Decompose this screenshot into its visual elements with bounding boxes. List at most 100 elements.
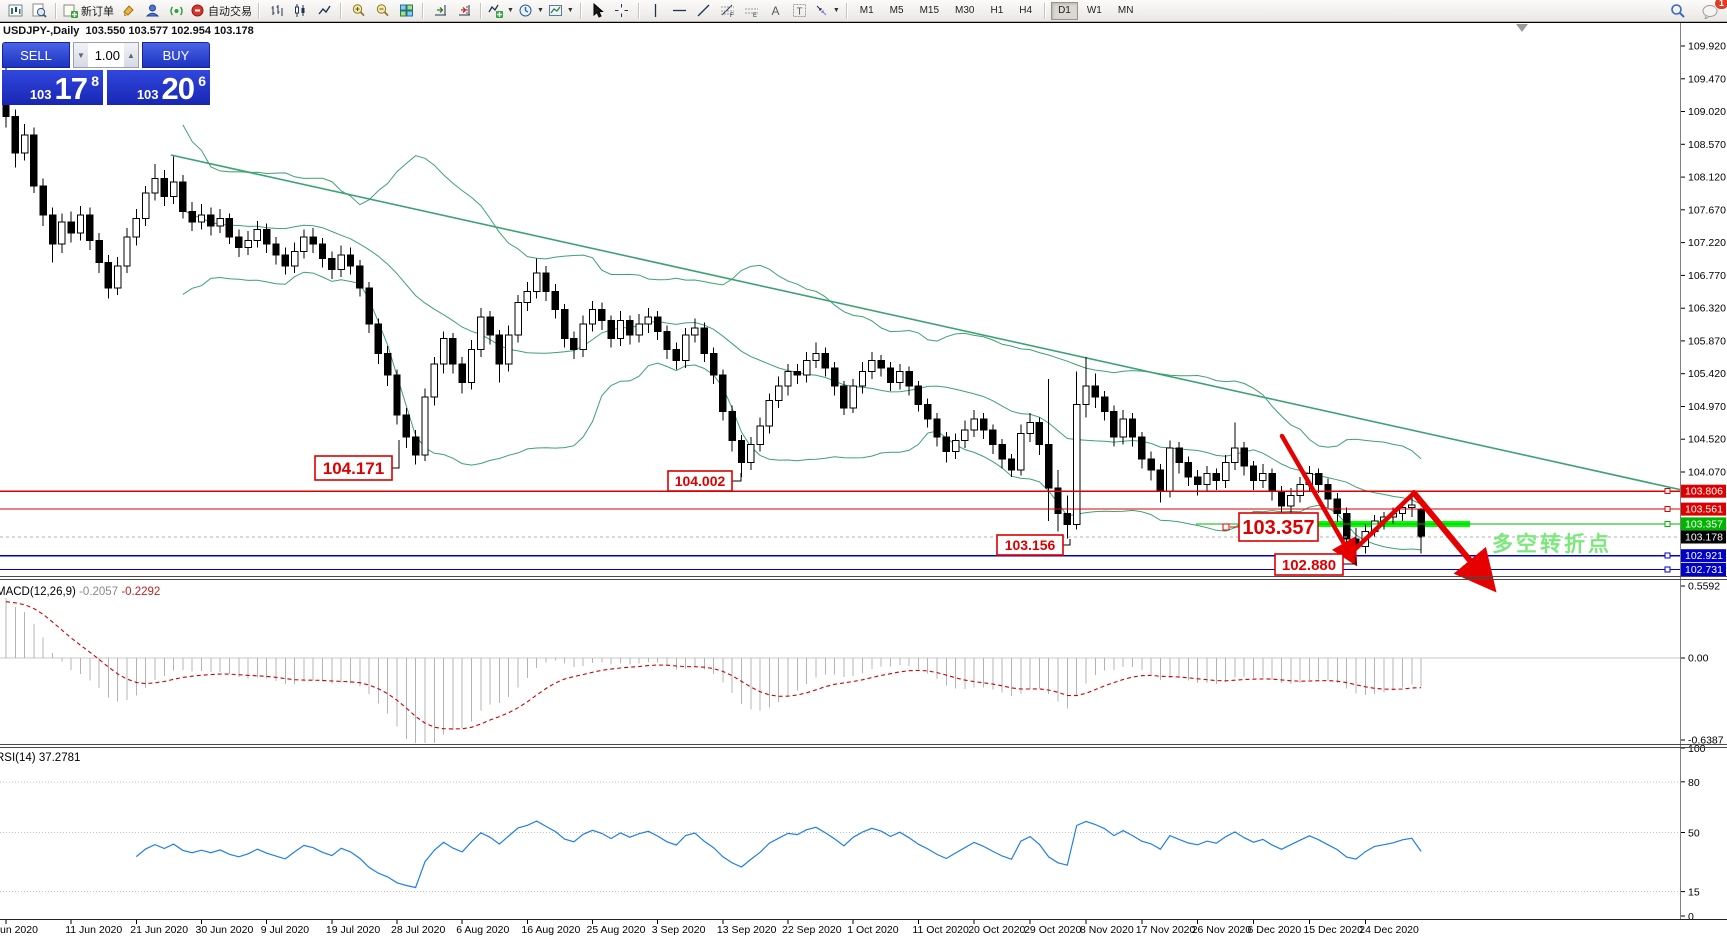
zoom-out-icon[interactable] xyxy=(370,1,394,21)
line-chart-icon[interactable] xyxy=(312,1,336,21)
crosshair-icon[interactable] xyxy=(610,1,634,21)
rsi-label: RSI(14) 37.2781 xyxy=(0,752,80,764)
periods-button[interactable]: ▼ xyxy=(516,1,546,21)
chart-window[interactable]: 104.171 104.002 103.156 103.357 102.880 多空转折点… xyxy=(0,22,1727,939)
shapes-button[interactable]: ▼ xyxy=(812,1,842,21)
zigzag-projection-arrows xyxy=(1279,433,1497,593)
svg-text:109.920: 109.920 xyxy=(1688,41,1726,53)
bid-big-digits: 17 xyxy=(54,71,88,106)
svg-text:15 Dec 2020: 15 Dec 2020 xyxy=(1303,924,1363,936)
svg-text:106.770: 106.770 xyxy=(1688,270,1726,282)
bollinger-middle-band xyxy=(182,209,1422,505)
price-tag-annotation: 104.171 xyxy=(314,455,393,481)
tile-windows-icon[interactable] xyxy=(394,1,418,21)
svg-text:104.002: 104.002 xyxy=(675,473,726,489)
bid-price-panel[interactable]: 103 17 8 xyxy=(2,70,103,105)
trendline-icon[interactable] xyxy=(692,1,716,21)
svg-text:80: 80 xyxy=(1688,777,1700,789)
auto-scroll-icon[interactable] xyxy=(428,1,452,21)
signals-icon[interactable] xyxy=(164,1,188,21)
ask-big-digits: 20 xyxy=(161,71,195,106)
chat-button[interactable]: 1 xyxy=(1698,0,1727,21)
timeframe-H1[interactable]: H1 xyxy=(990,4,1004,16)
candle-chart-icon[interactable] xyxy=(288,1,312,21)
bar-chart-icon[interactable] xyxy=(264,1,288,21)
fibonacci-icon[interactable]: F xyxy=(716,1,740,21)
svg-text:104.070: 104.070 xyxy=(1688,467,1726,479)
volume-increase-button[interactable]: ▲ xyxy=(124,43,138,67)
toolbar-separator xyxy=(579,2,582,19)
timeframe-D1[interactable]: D1 xyxy=(1051,1,1078,20)
svg-text:102.731: 102.731 xyxy=(1685,564,1723,576)
new-order-button[interactable]: 新订单 xyxy=(61,1,116,21)
svg-text:21 Jun 2020: 21 Jun 2020 xyxy=(130,924,188,936)
volume-input[interactable] xyxy=(88,43,124,67)
search-icon[interactable] xyxy=(1666,1,1690,21)
label-icon[interactable]: T xyxy=(788,1,812,21)
chevron-down-icon: ▼ xyxy=(507,7,514,14)
svg-text:22 Sep 2020: 22 Sep 2020 xyxy=(782,924,842,936)
pane-separators[interactable] xyxy=(0,576,1727,920)
ask-price-panel[interactable]: 103 20 6 xyxy=(107,70,210,105)
macd-pane[interactable] xyxy=(0,597,1680,743)
macd-histogram xyxy=(5,597,1422,743)
macd-signal-line xyxy=(5,601,1422,730)
svg-text:25 Aug 2020: 25 Aug 2020 xyxy=(587,924,646,936)
timeframe-W1[interactable]: W1 xyxy=(1086,4,1102,16)
timeframe-H4[interactable]: H4 xyxy=(1019,4,1033,16)
chart-shift-marker[interactable] xyxy=(1516,24,1528,32)
timeframe-M30[interactable]: M30 xyxy=(955,4,975,16)
timeframe-M1[interactable]: M1 xyxy=(859,4,874,16)
price-tag-annotation: 103.156 xyxy=(996,534,1064,556)
cursor-icon[interactable] xyxy=(586,1,610,21)
bid-pip-digit: 8 xyxy=(91,73,99,89)
new-order-label: 新订单 xyxy=(81,5,114,18)
svg-text:103.561: 103.561 xyxy=(1685,504,1723,516)
hline-icon[interactable] xyxy=(668,1,692,21)
svg-text:0.00: 0.00 xyxy=(1688,653,1709,665)
templates-button[interactable]: ▼ xyxy=(546,1,576,21)
community-icon[interactable] xyxy=(140,1,164,21)
svg-text:11 Oct 2020: 11 Oct 2020 xyxy=(912,924,969,936)
candles-layer xyxy=(2,63,1425,559)
svg-text:6 Aug 2020: 6 Aug 2020 xyxy=(456,924,509,936)
volume-decrease-button[interactable]: ▼ xyxy=(74,43,88,67)
autotrade-button[interactable]: 自动交易 xyxy=(188,1,254,21)
svg-text:13 Sep 2020: 13 Sep 2020 xyxy=(717,924,777,936)
symbol-period-label: USDJPY-,Daily xyxy=(3,25,80,37)
rsi-line xyxy=(135,820,1422,889)
buy-button[interactable]: BUY xyxy=(142,42,210,68)
zoom-in-icon[interactable] xyxy=(346,1,370,21)
symbol-info-bar: USDJPY-,Daily 103.550 103.577 102.954 10… xyxy=(3,25,254,37)
date-axis[interactable]: un 2020 11 Jun 2020 21 Jun 2020 30 Jun 2020… xyxy=(0,920,1419,936)
toolbar: 新订单 自动交易 ▼ ▼ xyxy=(0,0,1727,22)
price-tag-annotation: 104.002 xyxy=(667,470,733,492)
ohlc-readout: 103.550 103.577 102.954 103.178 xyxy=(85,25,254,37)
indicators-button[interactable]: ▼ xyxy=(486,1,516,21)
sell-button[interactable]: SELL xyxy=(2,42,70,68)
text-icon[interactable]: A xyxy=(764,1,788,21)
chart-shift-icon[interactable] xyxy=(452,1,476,21)
timeframe-M15[interactable]: M15 xyxy=(919,4,940,16)
main-pane[interactable] xyxy=(2,63,1727,559)
svg-text:104.520: 104.520 xyxy=(1688,434,1726,446)
svg-text:9 Jul 2020: 9 Jul 2020 xyxy=(261,924,310,936)
styles-icon[interactable] xyxy=(116,1,140,21)
chevron-down-icon: ▼ xyxy=(536,7,544,14)
price-axis[interactable]: 109.920 109.470 109.020 108.570 108.120 107.6… xyxy=(1681,41,1726,577)
vline-icon[interactable] xyxy=(644,1,668,21)
svg-text:107.670: 107.670 xyxy=(1688,204,1726,216)
timeframe-M5[interactable]: M5 xyxy=(889,4,904,16)
svg-text:102.921: 102.921 xyxy=(1685,550,1723,562)
price-tag-annotation: 103.357 xyxy=(1238,512,1319,542)
svg-text:103.156: 103.156 xyxy=(1005,537,1056,553)
channel-icon[interactable]: E xyxy=(740,1,764,21)
charts-window-icon[interactable] xyxy=(3,1,27,21)
timeframe-MN[interactable]: MN xyxy=(1117,4,1134,16)
rsi-pane[interactable] xyxy=(0,781,1680,893)
svg-text:28 Jul 2020: 28 Jul 2020 xyxy=(391,924,445,936)
preview-icon[interactable] xyxy=(27,1,51,21)
svg-text:102.880: 102.880 xyxy=(1282,557,1336,574)
svg-text:0: 0 xyxy=(1688,911,1694,923)
